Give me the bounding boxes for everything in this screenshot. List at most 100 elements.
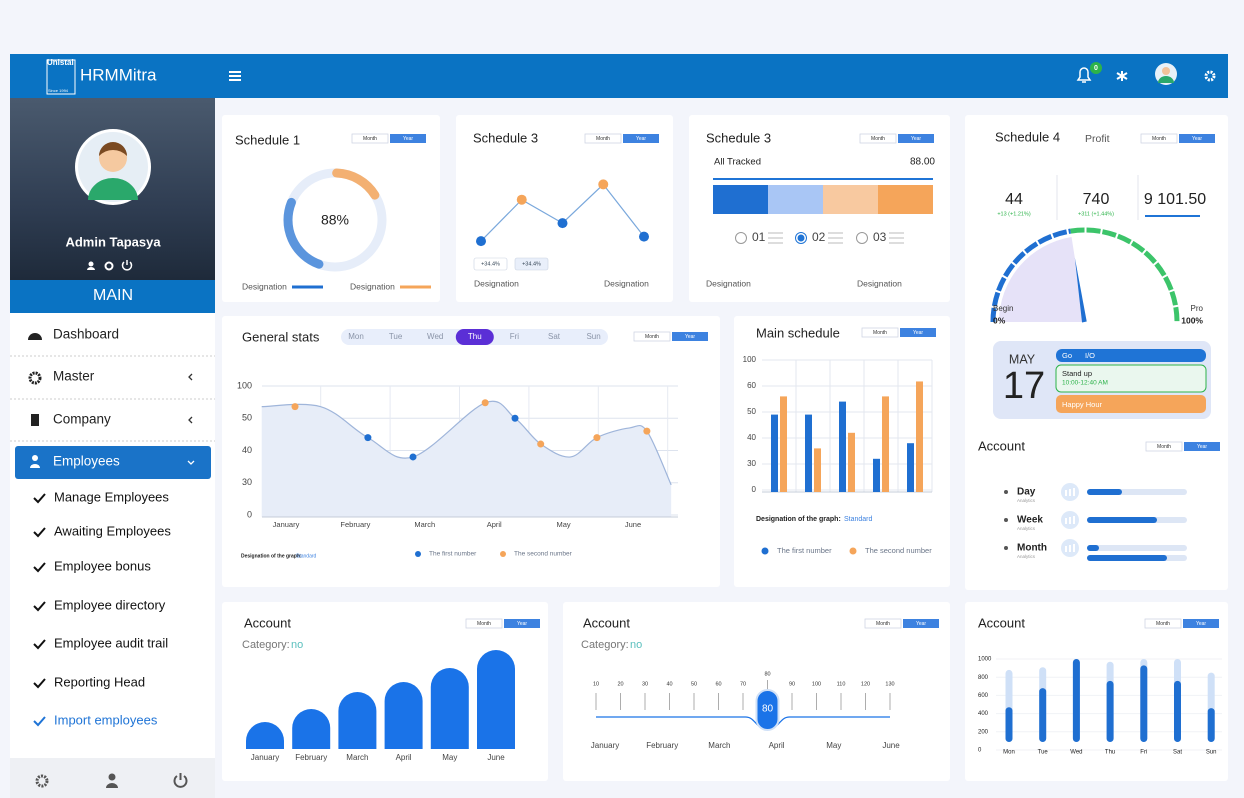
toggle-label[interactable]: Year — [1192, 136, 1202, 142]
toggle-month[interactable] — [1145, 441, 1183, 452]
day[interactable]: Mon — [348, 332, 364, 341]
submenu-item[interactable]: Employee bonus — [54, 558, 151, 573]
toggle-year[interactable] — [903, 619, 939, 628]
row-sub: Analytics — [1017, 554, 1036, 559]
toggle-label[interactable]: Year — [916, 621, 926, 627]
toggle-label[interactable]: Year — [911, 136, 921, 142]
menu-item[interactable]: Company — [53, 412, 111, 427]
footer-icons[interactable] — [35, 773, 188, 788]
legend-label: Designation — [474, 278, 519, 288]
bar — [1174, 680, 1181, 742]
toggle-year[interactable] — [390, 134, 426, 143]
toggle-month[interactable] — [861, 327, 899, 338]
bar — [430, 668, 469, 749]
stat-value: 44 — [1005, 191, 1023, 208]
toggle-month[interactable] — [1140, 133, 1178, 144]
point — [364, 434, 372, 442]
bar — [882, 396, 889, 492]
toggle-label[interactable]: Month — [596, 136, 610, 142]
menu-item[interactable]: Dashboard — [53, 327, 119, 342]
menu-item[interactable]: Master — [53, 369, 95, 384]
toggle-year[interactable] — [1183, 619, 1219, 628]
event[interactable] — [1056, 395, 1206, 413]
area — [261, 401, 672, 517]
toggle-month[interactable] — [351, 133, 389, 144]
event[interactable] — [1056, 349, 1206, 362]
toggle-month[interactable] — [584, 133, 622, 144]
row-sub: Analytics — [1017, 498, 1036, 503]
toggle-label[interactable]: Month — [1157, 444, 1171, 450]
legend-dot — [415, 551, 421, 557]
day[interactable]: Sun — [586, 332, 600, 341]
bar-segment — [713, 185, 768, 214]
y-tick-label: 40 — [747, 433, 756, 442]
menu-item[interactable]: Employees — [53, 454, 120, 469]
x-tick-label: Tue — [1038, 750, 1049, 756]
radio-label: 02 — [812, 230, 826, 244]
toggle-label[interactable]: Month — [477, 621, 491, 627]
avatar-body — [1158, 76, 1174, 83]
toggle-month[interactable] — [859, 133, 897, 144]
toggle-label[interactable]: Year — [913, 330, 923, 336]
toggle-label[interactable]: Year — [403, 136, 413, 142]
toggle-year[interactable] — [1184, 442, 1220, 451]
toggle-label[interactable]: Year — [517, 621, 527, 627]
menu-toggle[interactable] — [229, 71, 241, 81]
row-icon-bar — [1073, 488, 1075, 496]
toggle-month[interactable] — [633, 331, 671, 342]
toggle-label[interactable]: Year — [685, 334, 695, 340]
slider-value: 80 — [762, 704, 774, 715]
toggle-year[interactable] — [1179, 134, 1215, 143]
toggle-label[interactable]: Month — [1152, 136, 1166, 142]
asterisk-icon[interactable] — [1116, 71, 1128, 81]
radio[interactable] — [735, 232, 747, 244]
toggle-label[interactable]: Month — [876, 621, 890, 627]
bullet — [1004, 546, 1008, 550]
day[interactable]: Thu — [468, 332, 482, 341]
toggle-label[interactable]: Year — [636, 136, 646, 142]
y-tick-label: 600 — [978, 693, 989, 699]
x-tick-label: January — [591, 741, 619, 750]
submenu-item[interactable]: Reporting Head — [54, 674, 145, 689]
tag-label: +34.4% — [481, 261, 500, 267]
note-value: Standard — [296, 553, 317, 559]
toggle-label[interactable]: Year — [1196, 621, 1206, 627]
submenu-item[interactable]: Employee directory — [54, 597, 166, 612]
toggle-month[interactable] — [1144, 618, 1182, 629]
submenu-item[interactable]: Import employees — [54, 712, 158, 727]
event[interactable] — [1055, 364, 1207, 393]
toggle-year[interactable] — [900, 328, 936, 337]
day[interactable]: Tue — [389, 332, 403, 341]
stat-value: 740 — [1083, 191, 1110, 208]
settings-icon[interactable] — [1204, 70, 1216, 82]
day[interactable]: Fri — [510, 332, 520, 341]
toggle-year[interactable] — [898, 134, 934, 143]
submenu-item[interactable]: Manage Employees — [54, 489, 169, 504]
bar — [1072, 659, 1080, 742]
toggle-label[interactable]: Month — [1156, 621, 1170, 627]
bell-icon[interactable] — [1076, 67, 1092, 83]
toggle-year[interactable] — [672, 332, 708, 341]
slider-knob[interactable] — [755, 689, 780, 731]
toggle-label[interactable]: Month — [873, 330, 887, 336]
submenu-item[interactable]: Employee audit trail — [54, 635, 168, 650]
legend-dot — [761, 547, 769, 555]
toggle-year[interactable] — [504, 619, 540, 628]
toggle-year[interactable] — [623, 134, 659, 143]
day-selected[interactable] — [455, 329, 494, 345]
submenu-item[interactable]: Awaiting Employees — [54, 523, 171, 538]
day[interactable]: Wed — [427, 332, 443, 341]
toggle-month[interactable] — [465, 618, 503, 629]
day[interactable]: Sat — [548, 332, 561, 341]
toggle-label[interactable]: Month — [363, 136, 377, 142]
bar — [1039, 688, 1047, 742]
toggle-label[interactable]: Month — [871, 136, 885, 142]
toggle-label[interactable]: Month — [645, 334, 659, 340]
x-tick-label: 80 — [764, 671, 770, 677]
radio[interactable] — [856, 232, 868, 244]
toggle-label[interactable]: Year — [1197, 444, 1207, 450]
toggle-month[interactable] — [864, 618, 902, 629]
avatar-hair — [99, 142, 127, 156]
check-icon — [33, 493, 46, 504]
x-tick-label: 20 — [617, 681, 623, 687]
